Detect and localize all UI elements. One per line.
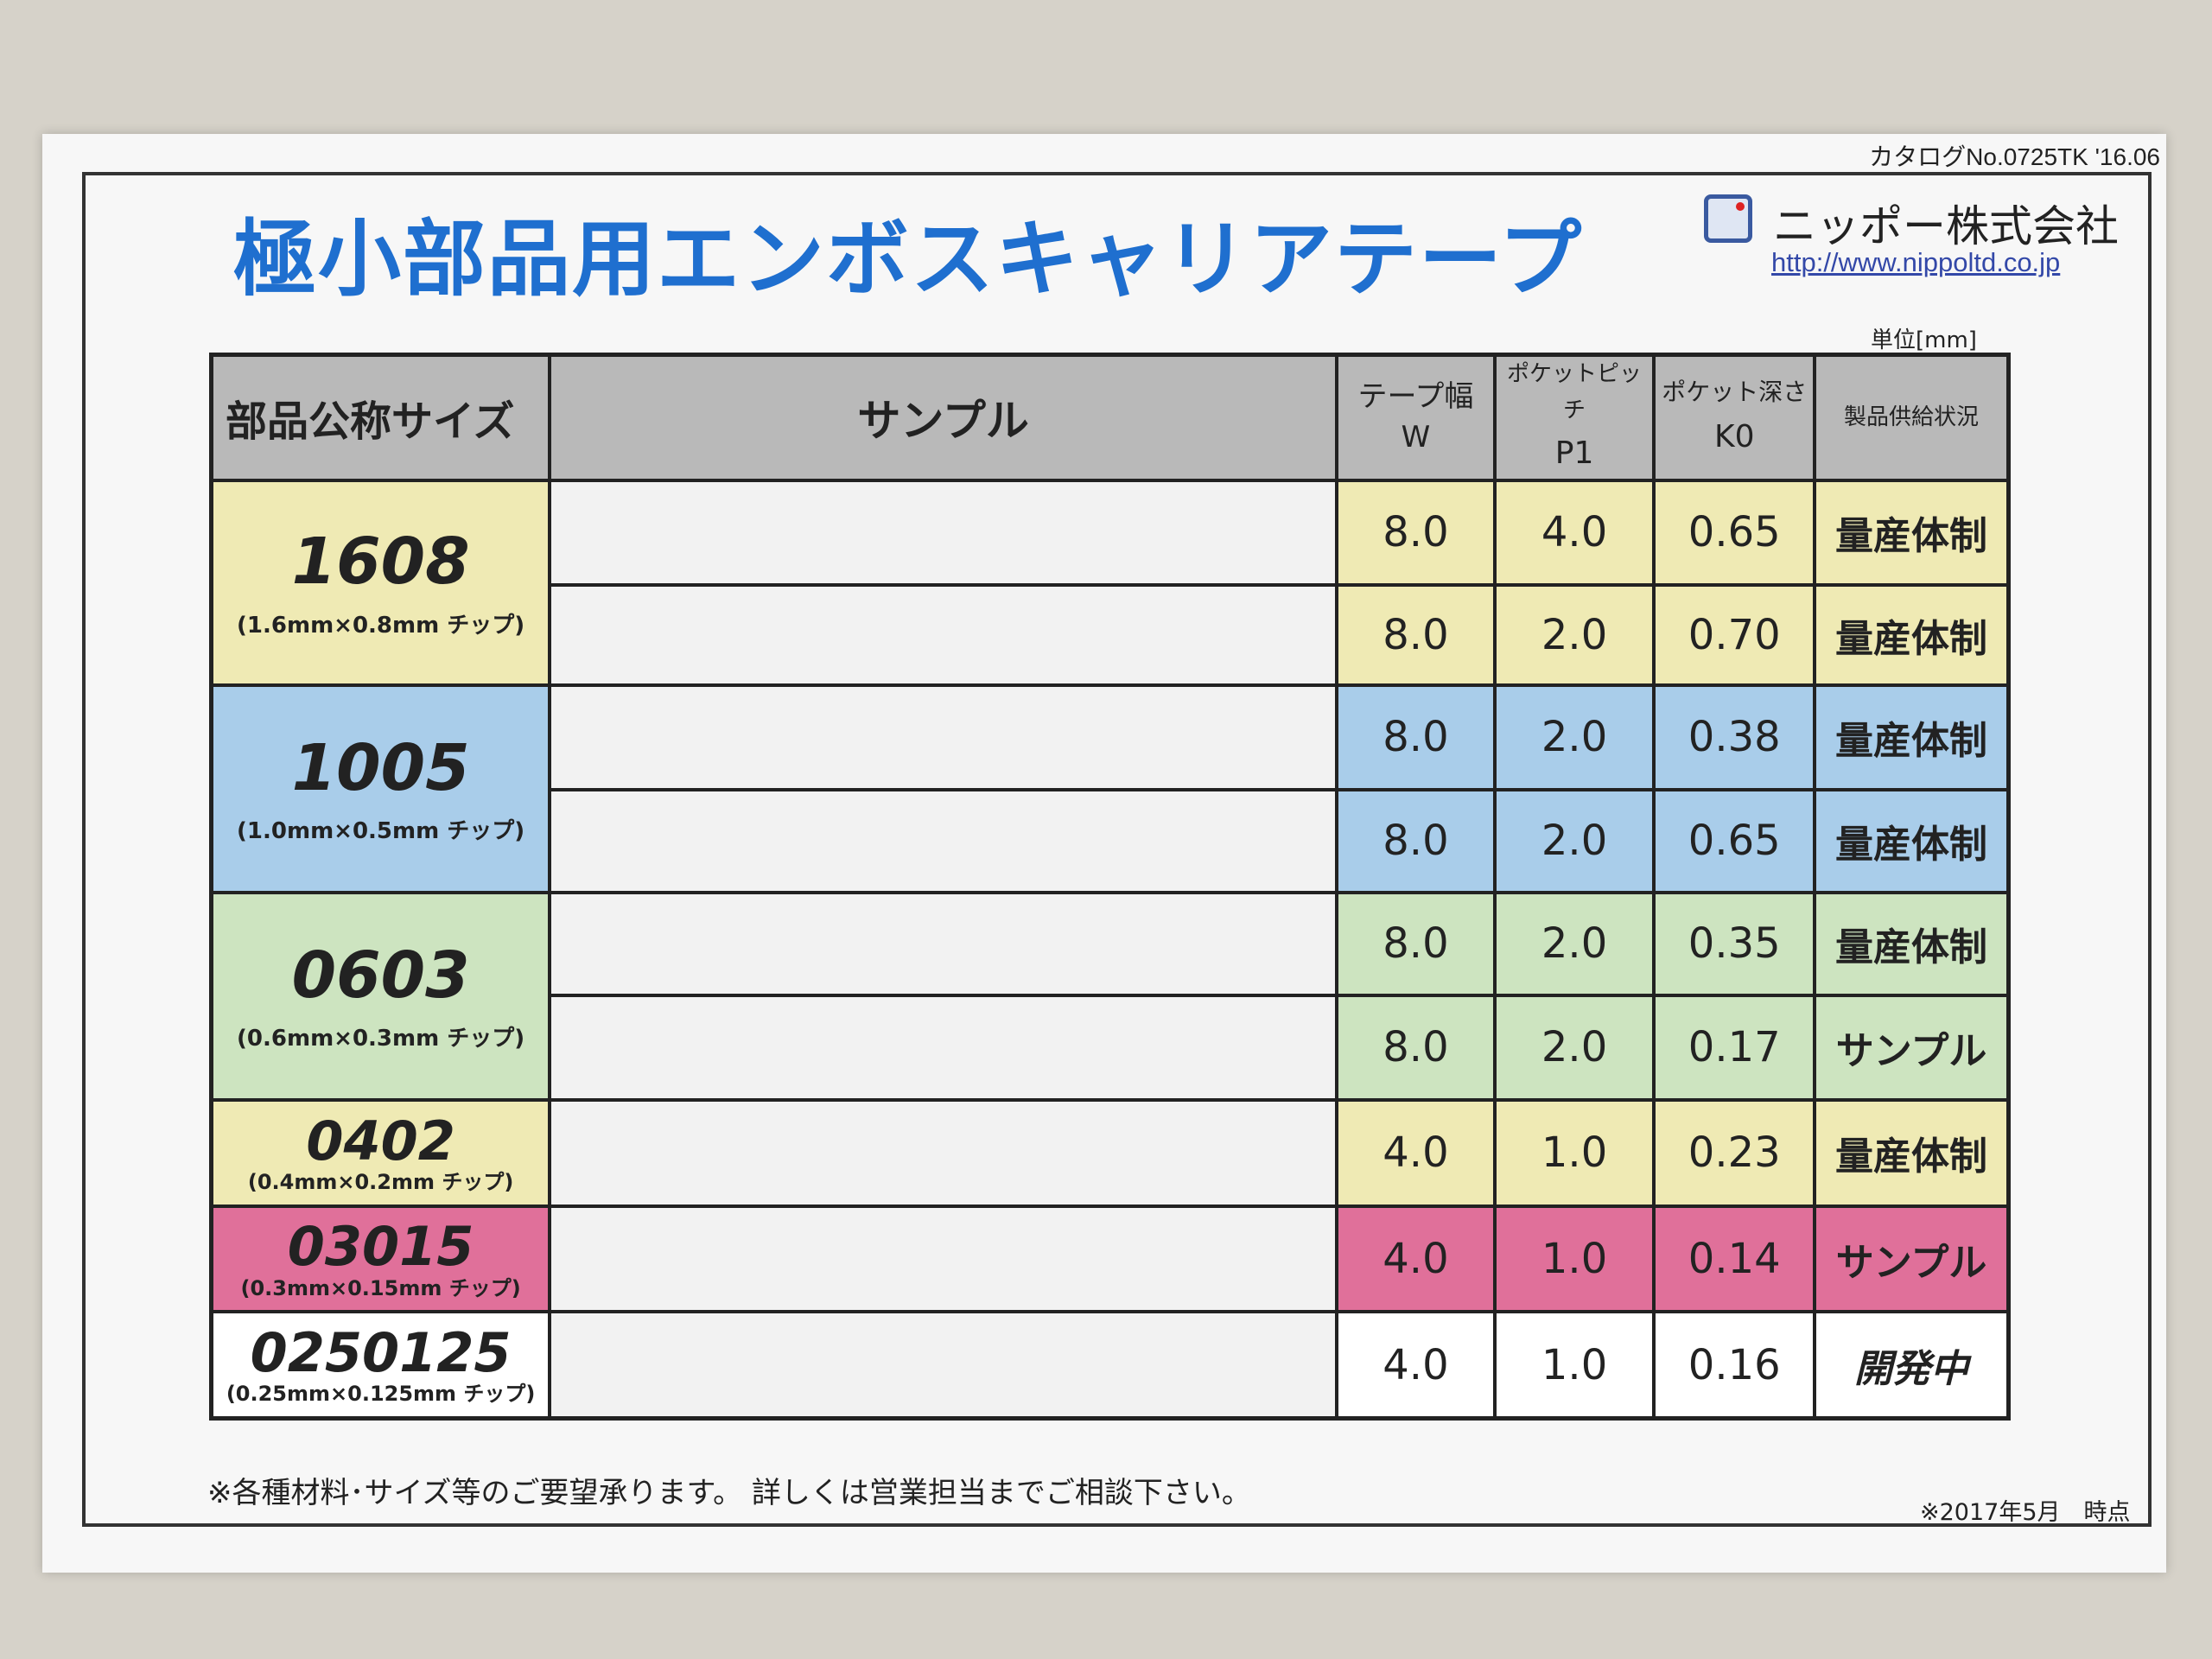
table-row: 0603 (0.6mm×0.3mm チップ) 8.0 2.0 0.35 量産体制 (209, 890, 2011, 1102)
tape-sample-cell (548, 1204, 1339, 1313)
pitch-cell: 4.0 (1492, 478, 1656, 587)
page-title: 極小部品用エンボスキャリアテープ (233, 211, 1584, 308)
header-k0: ポケット深さ K0 (1652, 353, 1817, 482)
footer-note: ※各種材料･サイズ等のご要望承ります。 詳しくは営業担当までご相談下さい。 (207, 1476, 1251, 1510)
header-p1-label: ポケットピッチ (1507, 361, 1643, 423)
size-dimensions: (1.0mm×0.5mm チップ) (237, 818, 525, 845)
size-code: 0250125 (250, 1321, 512, 1385)
tape-sample-cell (548, 582, 1339, 687)
card-frame (82, 172, 2152, 1527)
pitch-cell: 2.0 (1492, 683, 1656, 791)
spec-table: 部品公称サイズ サンプル テープ幅 W ポケットピッチ P1 ポケット深さ K0 製品… (209, 353, 2011, 1421)
size-code: 1608 (291, 524, 470, 600)
table-row: 0402 (0.4mm×0.2mm チップ) 4.0 1.0 0.23 量産体制 (209, 1097, 2011, 1208)
depth-cell: 0.14 (1652, 1204, 1817, 1313)
pitch-cell: 2.0 (1492, 993, 1656, 1102)
header-w-symbol: W (1401, 420, 1431, 455)
catalog-number: カタログNo.0725TK '16.06 (1869, 143, 2160, 170)
pitch-cell: 1.0 (1492, 1204, 1656, 1313)
status-cell: 量産体制 (1813, 582, 2011, 687)
header-k0-symbol: K0 (1713, 418, 1755, 454)
size-cell: 1608 (1.6mm×0.8mm チップ) (209, 478, 552, 687)
status-cell: 量産体制 (1813, 478, 2011, 587)
tape-sample-cell (548, 993, 1339, 1102)
table-row: 0250125 (0.25mm×0.125mm チップ) 4.0 1.0 0.16 開発中 (209, 1309, 2011, 1421)
header-p1: ポケットピッチ P1 (1492, 353, 1656, 482)
table-row: 8.0 2.0 0.70 量産体制 (212, 582, 2011, 687)
size-code: 03015 (287, 1215, 474, 1279)
size-dimensions: (0.4mm×0.2mm チップ) (247, 1170, 514, 1195)
tape-sample-cell (548, 1309, 1339, 1421)
status-cell: 量産体制 (1813, 787, 2011, 894)
company-name: ニッポー株式会社 (1773, 201, 2119, 251)
company-url-link[interactable]: http://www.nippoltd.co.jp (1771, 247, 2061, 277)
pitch-cell: 2.0 (1492, 890, 1656, 997)
table-header-row: 部品公称サイズ サンプル テープ幅 W ポケットピッチ P1 ポケット深さ K0 製品… (209, 353, 2011, 482)
table-row: 03015 (0.3mm×0.15mm チップ) 4.0 1.0 0.14 サンプル (209, 1204, 2011, 1313)
depth-cell: 0.65 (1652, 478, 1817, 587)
pitch-cell: 1.0 (1492, 1097, 1656, 1208)
size-dimensions: (1.6mm×0.8mm チップ) (237, 612, 525, 639)
table-row: 8.0 2.0 0.65 量産体制 (212, 787, 2011, 894)
header-size: 部品公称サイズ (209, 353, 552, 482)
width-cell: 8.0 (1335, 993, 1497, 1102)
header-p1-symbol: P1 (1554, 435, 1594, 472)
tape-sample-cell (548, 683, 1339, 791)
size-code: 0603 (291, 938, 470, 1013)
width-cell: 8.0 (1335, 478, 1497, 587)
depth-cell: 0.65 (1652, 787, 1817, 894)
size-cell: 03015 (0.3mm×0.15mm チップ) (209, 1204, 552, 1313)
size-cell: 1005 (1.0mm×0.5mm チップ) (209, 683, 552, 894)
tape-sample-cell (548, 1097, 1339, 1208)
depth-cell: 0.38 (1652, 683, 1817, 791)
footer-date: ※2017年5月 時点 (1920, 1499, 2131, 1526)
status-cell: サンプル (1813, 1204, 2011, 1313)
depth-cell: 0.23 (1652, 1097, 1817, 1208)
size-dimensions: (0.6mm×0.3mm チップ) (237, 1026, 525, 1052)
header-k0-label: ポケット深さ (1662, 378, 1808, 407)
size-dimensions: (0.3mm×0.15mm チップ) (240, 1275, 521, 1300)
width-cell: 8.0 (1335, 683, 1497, 791)
tape-sample-cell (548, 787, 1339, 894)
table-row: 8.0 2.0 0.17 サンプル (212, 993, 2011, 1102)
width-cell: 8.0 (1335, 582, 1497, 687)
status-cell: 量産体制 (1813, 890, 2011, 997)
size-cell: 0603 (0.6mm×0.3mm チップ) (209, 890, 552, 1102)
pitch-cell: 1.0 (1492, 1309, 1656, 1421)
width-cell: 4.0 (1335, 1309, 1497, 1421)
header-w-label: テープ幅 (1357, 378, 1474, 414)
company-logo-icon (1704, 194, 1752, 243)
status-cell: 量産体制 (1813, 1097, 2011, 1208)
status-cell: 開発中 (1813, 1309, 2011, 1421)
unit-label: 単位[mm] (1871, 327, 1977, 353)
status-cell: サンプル (1813, 993, 2011, 1102)
pitch-cell: 2.0 (1492, 787, 1656, 894)
header-w: テープ幅 W (1335, 353, 1497, 482)
width-cell: 4.0 (1335, 1097, 1497, 1208)
depth-cell: 0.16 (1652, 1309, 1817, 1421)
width-cell: 8.0 (1335, 890, 1497, 997)
table-row: 1608 (1.6mm×0.8mm チップ) 8.0 4.0 0.65 量産体制 (209, 478, 2011, 687)
depth-cell: 0.70 (1652, 582, 1817, 687)
tape-sample-cell (548, 890, 1339, 997)
depth-cell: 0.17 (1652, 993, 1817, 1102)
header-status: 製品供給状況 (1813, 353, 2011, 482)
status-cell: 量産体制 (1813, 683, 2011, 791)
width-cell: 8.0 (1335, 787, 1497, 894)
width-cell: 4.0 (1335, 1204, 1497, 1313)
table-row: 1005 (1.0mm×0.5mm チップ) 8.0 2.0 0.38 量産体制 (209, 683, 2011, 894)
tape-sample-cell (548, 478, 1339, 587)
pitch-cell: 2.0 (1492, 582, 1656, 687)
size-cell: 0402 (0.4mm×0.2mm チップ) (209, 1097, 552, 1208)
size-code: 0402 (306, 1109, 455, 1173)
size-cell: 0250125 (0.25mm×0.125mm チップ) (209, 1309, 552, 1421)
size-code: 1005 (291, 730, 470, 805)
header-sample: サンプル (548, 353, 1339, 482)
size-dimensions: (0.25mm×0.125mm チップ) (226, 1382, 536, 1407)
depth-cell: 0.35 (1652, 890, 1817, 997)
